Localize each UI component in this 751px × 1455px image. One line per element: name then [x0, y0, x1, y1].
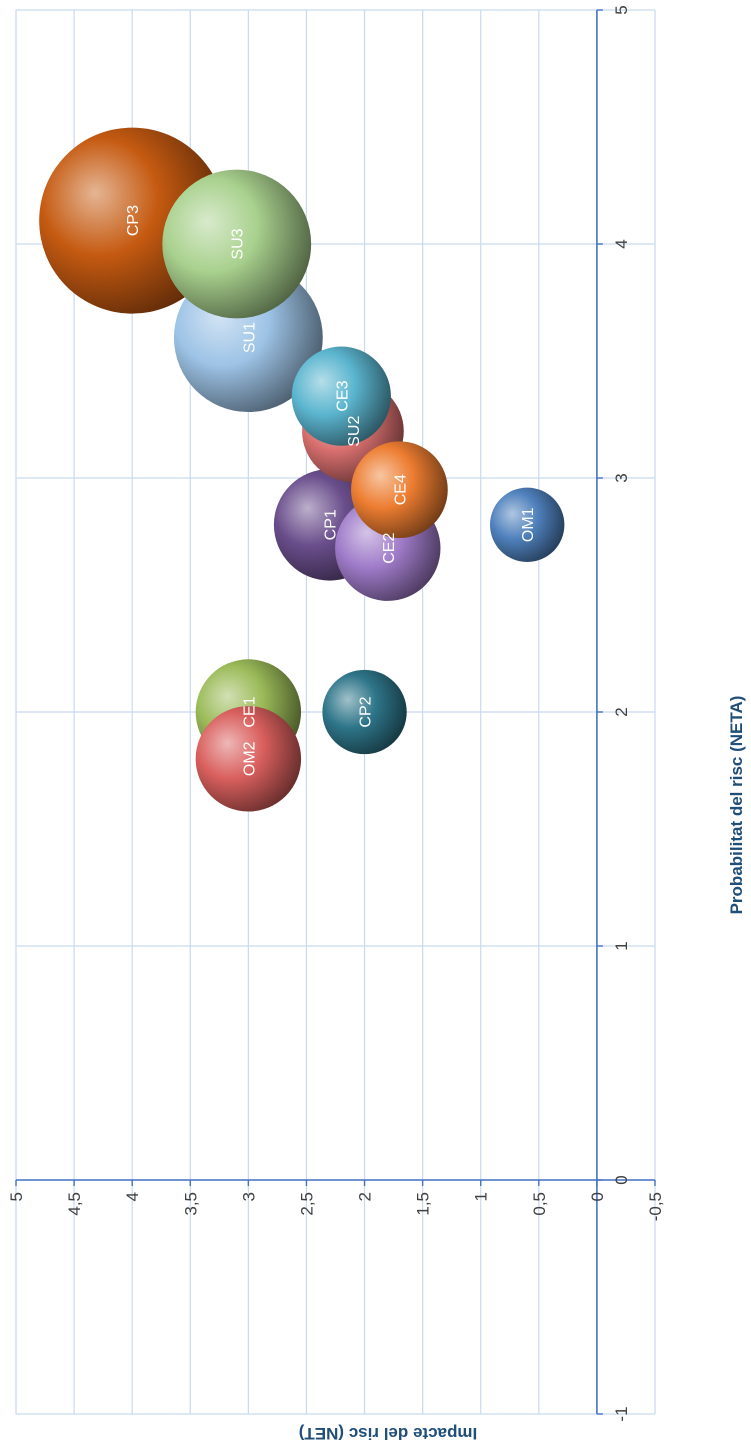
y-tick-label: 5 [7, 1192, 26, 1201]
bubble-cp2 [322, 669, 407, 755]
x-tick-label: 3 [612, 473, 631, 482]
y-axis-tick-labels: -0,5 0 0,5 1 1,5 2 2,5 3 3,5 4 4,5 5 [7, 1192, 665, 1221]
bubble-label-ce2: CE2 [381, 533, 398, 564]
y-tick-label: 4,5 [65, 1192, 84, 1216]
bubble-om1 [490, 487, 565, 562]
bubble-label-cp2: CP2 [358, 696, 375, 727]
y-tick-label: 2 [356, 1192, 375, 1201]
bubble-label-om2: OM2 [241, 741, 258, 776]
x-tick-label: 1 [612, 941, 631, 950]
y-tick-label: 0,5 [530, 1192, 549, 1216]
y-tick-label: 3,5 [181, 1192, 200, 1216]
bubble-su3 [162, 169, 312, 319]
bubble-label-su2: SU2 [346, 416, 363, 447]
bubble-label-su3: SU3 [230, 228, 247, 259]
y-tick-label: 1 [472, 1192, 491, 1201]
x-tick-label: 2 [612, 707, 631, 716]
bubble-label-ce3: CE3 [334, 380, 351, 411]
bubbles [39, 127, 565, 812]
y-tick-label: 2,5 [297, 1192, 316, 1216]
y-tick-label: -0,5 [646, 1192, 665, 1221]
bubble-label-su1: SU1 [241, 322, 258, 353]
x-tick-label: 4 [612, 239, 631, 248]
bubble-ce4 [351, 441, 448, 539]
x-axis-tick-labels: -1 0 1 2 3 4 5 [612, 5, 631, 1421]
bubble-label-ce1: CE1 [241, 696, 258, 727]
bubble-label-ce4: CE4 [392, 474, 409, 505]
bubble-om2 [195, 706, 302, 812]
y-tick-label: 4 [123, 1192, 142, 1201]
y-axis-title: Impacte del risc (NET) [299, 1424, 478, 1443]
x-tick-label: -1 [612, 1406, 631, 1421]
bubble-label-cp1: CP1 [323, 509, 340, 540]
bubble-ce3 [291, 346, 391, 446]
x-tick-label: 5 [612, 5, 631, 14]
y-tick-label: 1,5 [414, 1192, 433, 1216]
bubble-labels: CP3 SU1 SU3 CP1 CE2 CE1 OM2 SU2 CE3 CE4 CP2 OM1 [125, 205, 537, 776]
x-axis-title: Probabilitat del risc (NETA) [727, 696, 746, 915]
y-tick-label: 0 [588, 1192, 607, 1201]
x-tick-label: 0 [612, 1175, 631, 1184]
axes [15, 9, 656, 1415]
y-tick-label: 3 [239, 1192, 258, 1201]
bubble-label-om1: OM1 [520, 507, 537, 542]
bubble-label-cp3: CP3 [125, 205, 142, 236]
